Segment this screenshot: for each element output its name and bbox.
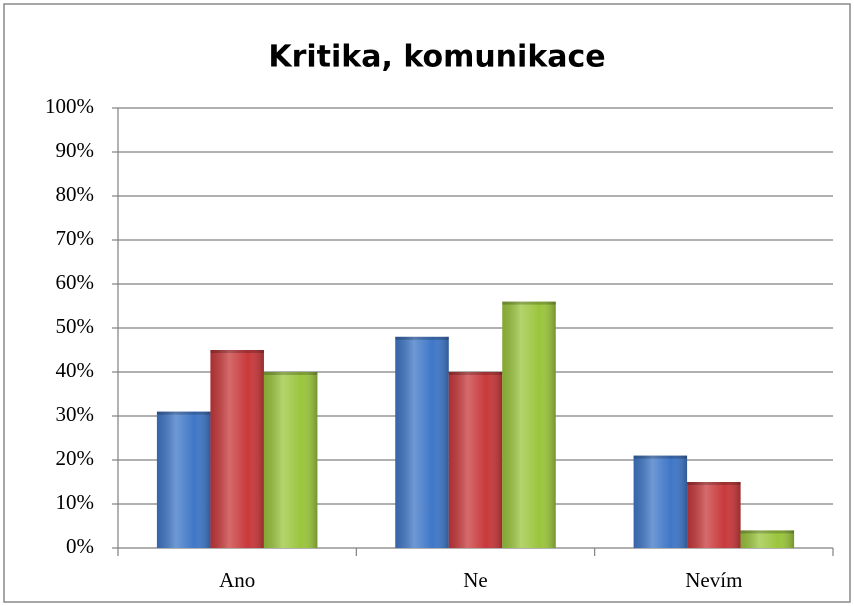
x-tick-label: Ne bbox=[463, 568, 488, 592]
bar-shade bbox=[263, 372, 318, 548]
x-tick-label: Nevím bbox=[685, 568, 742, 592]
y-tick-label: 40% bbox=[56, 358, 95, 382]
y-tick-label: 100% bbox=[45, 94, 94, 118]
y-tick-label: 60% bbox=[56, 270, 95, 294]
bar-top bbox=[210, 350, 264, 353]
bar-top bbox=[395, 336, 449, 340]
bar-shade bbox=[502, 301, 556, 548]
y-tick-label: 80% bbox=[56, 182, 95, 206]
chart-title: Kritika, komunikace bbox=[268, 40, 605, 75]
x-tick-label: Ano bbox=[219, 568, 255, 592]
y-tick-label: 90% bbox=[56, 138, 95, 162]
bar-shade bbox=[687, 482, 741, 548]
y-tick-label: 70% bbox=[56, 226, 95, 250]
y-tick-label: 10% bbox=[56, 490, 95, 514]
bar-top bbox=[263, 372, 318, 375]
bar-shade bbox=[740, 530, 795, 548]
bar-top bbox=[633, 455, 688, 459]
bar-shade bbox=[633, 455, 688, 548]
y-tick-label: 20% bbox=[56, 446, 95, 470]
bar-top bbox=[448, 372, 503, 375]
bar-top bbox=[156, 411, 211, 415]
bar-top bbox=[502, 301, 556, 305]
y-tick-label: 0% bbox=[66, 534, 94, 558]
bar-shade bbox=[395, 336, 449, 548]
bar-shade bbox=[448, 372, 503, 548]
bar-shade bbox=[210, 350, 264, 548]
bar-shade bbox=[156, 411, 211, 548]
y-tick-label: 50% bbox=[56, 314, 95, 338]
y-tick-label: 30% bbox=[56, 402, 95, 426]
bar-top bbox=[687, 482, 741, 485]
bar-top bbox=[740, 530, 795, 534]
